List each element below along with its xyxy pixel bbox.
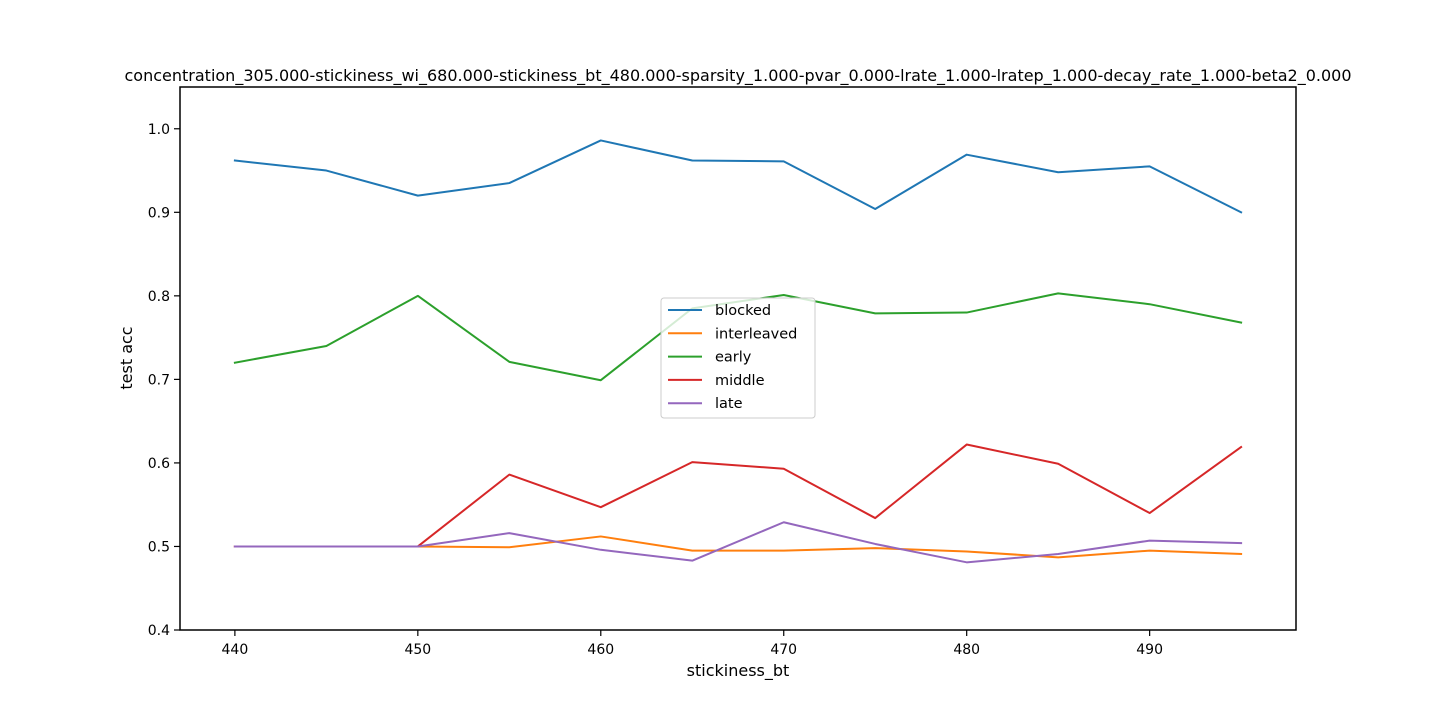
y-tick-label: 0.4: [148, 623, 170, 639]
legend-label-blocked: blocked: [715, 303, 771, 319]
x-tick-label: 470: [770, 642, 797, 658]
y-tick-label: 0.7: [148, 372, 170, 388]
x-tick-label: 490: [1136, 642, 1163, 658]
plot-frame: [179, 86, 1297, 631]
y-tick-label: 1.0: [148, 122, 170, 138]
legend: blocked interleaved early middle late: [660, 297, 816, 419]
y-tick-label: 0.6: [148, 456, 170, 472]
x-tick-label: 460: [587, 642, 614, 658]
legend-label-middle: middle: [715, 373, 765, 389]
x-tick-label: 480: [953, 642, 980, 658]
x-axis: 440 450 460 470 480 490: [222, 630, 1163, 658]
y-axis: 0.4 0.5 0.6 0.7 0.8 0.9 1.0: [148, 122, 180, 639]
x-axis-label: stickiness_bt: [687, 661, 790, 681]
legend-label-interleaved: interleaved: [715, 326, 797, 342]
y-tick-label: 0.5: [148, 539, 170, 555]
chart-title: concentration_305.000-stickiness_wi_680.…: [125, 66, 1352, 86]
x-tick-label: 440: [222, 642, 249, 658]
series-line-blocked: [233, 139, 1243, 214]
series-line-late: [233, 521, 1243, 564]
legend-box: [660, 297, 816, 419]
legend-label-early: early: [715, 350, 752, 366]
y-tick-label: 0.9: [148, 205, 170, 221]
x-tick-label: 450: [404, 642, 431, 658]
y-tick-label: 0.8: [148, 289, 170, 305]
y-axis-label: test acc: [117, 326, 136, 389]
legend-label-late: late: [715, 396, 743, 412]
